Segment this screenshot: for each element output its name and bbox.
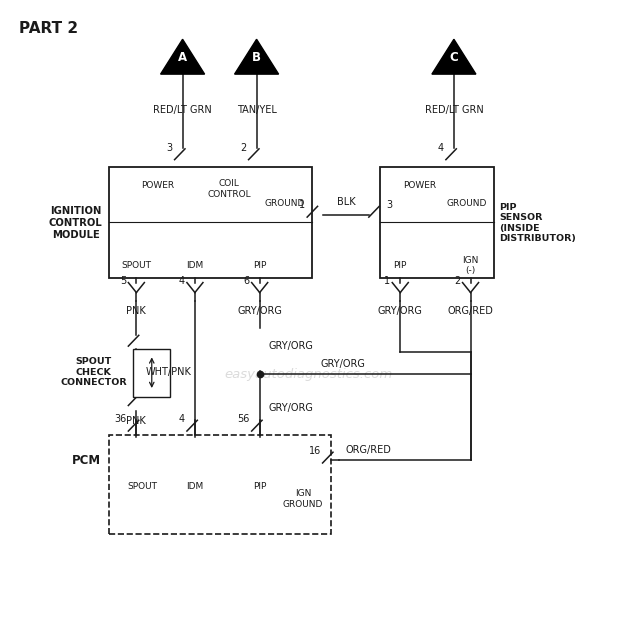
Text: GRY/ORG: GRY/ORG [269,341,314,351]
Text: IGN
GROUND: IGN GROUND [282,489,323,509]
Text: RED/LT GRN: RED/LT GRN [425,105,483,115]
Text: TAN/YEL: TAN/YEL [237,105,276,115]
Text: SPOUT: SPOUT [121,261,151,270]
Bar [133,349,171,397]
Text: C: C [449,51,459,64]
Bar [109,435,331,534]
Text: IDM: IDM [186,481,203,490]
Text: PNK: PNK [127,306,146,316]
Polygon shape [235,39,279,74]
Text: SPOUT
CHECK
CONNECTOR: SPOUT CHECK CONNECTOR [61,358,127,387]
Text: WHT/PNK: WHT/PNK [146,367,192,378]
Bar [109,167,312,278]
Polygon shape [161,39,205,74]
Text: GRY/ORG: GRY/ORG [237,306,282,316]
Text: easyautodiagnostics.com: easyautodiagnostics.com [225,368,393,381]
Text: IDM: IDM [186,261,203,270]
Text: PNK: PNK [127,416,146,426]
Polygon shape [432,39,476,74]
Text: 2: 2 [240,143,247,153]
Text: BLK: BLK [337,197,355,207]
Text: SPOUT: SPOUT [127,481,158,490]
Text: 5: 5 [121,276,127,286]
Text: PCM: PCM [72,454,101,467]
Text: ORG/RED: ORG/RED [447,306,494,316]
Text: IGN
(-): IGN (-) [462,256,479,275]
Text: B: B [252,51,261,64]
Text: PIP: PIP [394,261,407,270]
Text: 3: 3 [167,143,172,153]
Text: 16: 16 [308,446,321,456]
Text: 6: 6 [243,276,250,286]
Text: 1: 1 [299,200,305,211]
Text: 2: 2 [454,276,460,286]
Text: POWER: POWER [142,181,174,190]
Text: 4: 4 [179,276,185,286]
Text: 4: 4 [438,143,444,153]
Text: 56: 56 [237,415,250,424]
Text: GROUND: GROUND [446,199,486,208]
Text: PIP
SENSOR
(INSIDE
DISTRIBUTOR): PIP SENSOR (INSIDE DISTRIBUTOR) [499,203,576,243]
Text: GRY/ORG: GRY/ORG [269,403,314,413]
Text: 1: 1 [384,276,391,286]
Text: PIP: PIP [253,481,266,490]
Text: 3: 3 [387,200,393,211]
Text: POWER: POWER [404,181,436,190]
Text: IGNITION
CONTROL
MODULE: IGNITION CONTROL MODULE [49,206,103,239]
Bar [380,167,494,278]
Text: PIP: PIP [253,261,266,270]
Text: A: A [178,51,187,64]
Text: COIL
CONTROL: COIL CONTROL [207,179,251,199]
Text: ORG/RED: ORG/RED [346,445,392,456]
Text: GRY/ORG: GRY/ORG [321,359,365,369]
Text: 36: 36 [114,415,127,424]
Text: GRY/ORG: GRY/ORG [378,306,423,316]
Text: PART 2: PART 2 [19,21,78,36]
Text: RED/LT GRN: RED/LT GRN [153,105,212,115]
Text: 4: 4 [179,415,185,424]
Text: GROUND: GROUND [264,199,305,208]
